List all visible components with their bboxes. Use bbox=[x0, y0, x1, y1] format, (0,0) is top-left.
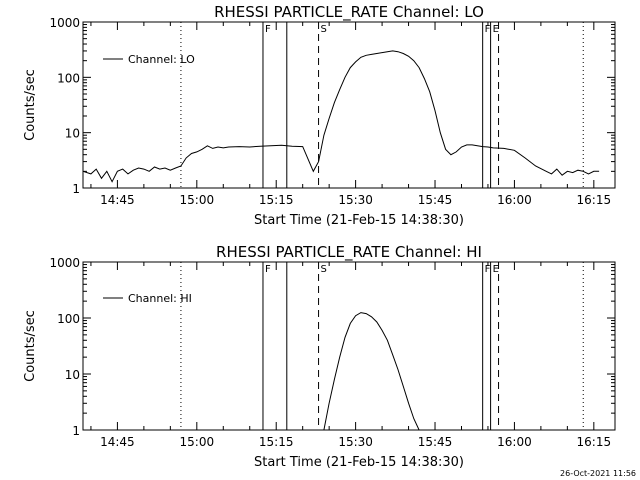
x-tick-label: 14:45 bbox=[100, 435, 135, 449]
event-marker-label: E bbox=[493, 24, 499, 35]
chart-title-2: RHESSI PARTICLE_RATE Channel: HI bbox=[216, 243, 482, 262]
event-marker-label: S bbox=[321, 264, 327, 275]
x-tick-label: 15:00 bbox=[180, 193, 215, 207]
plot-frame-2 bbox=[82, 261, 616, 431]
x-tick-label: 14:45 bbox=[100, 193, 135, 207]
event-marker-label: F bbox=[485, 264, 491, 275]
event-marker-label: E bbox=[493, 264, 499, 275]
x-tick-label: 15:45 bbox=[418, 435, 453, 449]
event-marker-label: F bbox=[265, 264, 271, 275]
series-line-2-1 bbox=[323, 312, 420, 431]
footer-timestamp: 26-Oct-2021 11:56 bbox=[560, 469, 636, 478]
y-tick-label: 100 bbox=[57, 71, 80, 85]
x-tick-label: 15:15 bbox=[259, 193, 294, 207]
x-tick-label: 15:30 bbox=[338, 193, 373, 207]
chart-title-1: RHESSI PARTICLE_RATE Channel: LO bbox=[214, 3, 484, 22]
y-tick-label: 1 bbox=[72, 182, 80, 196]
legend-label: Channel: LO bbox=[128, 53, 195, 66]
plot-frame-1 bbox=[82, 21, 616, 189]
x-axis-label: Start Time (21-Feb-15 14:38:30) bbox=[254, 455, 464, 470]
x-tick-label: 16:15 bbox=[577, 435, 612, 449]
x-tick-label: 16:00 bbox=[497, 193, 532, 207]
event-marker-label: F bbox=[485, 24, 491, 35]
y-tick-label: 1000 bbox=[49, 16, 80, 30]
x-tick-label: 15:45 bbox=[418, 193, 453, 207]
series-line-1-1 bbox=[82, 50, 600, 183]
y-tick-label: 1000 bbox=[49, 256, 80, 270]
y-tick-label: 1 bbox=[72, 424, 80, 438]
y-tick-label: 10 bbox=[65, 368, 80, 382]
x-axis-label: Start Time (21-Feb-15 14:38:30) bbox=[254, 213, 464, 228]
y-tick-label: 100 bbox=[57, 312, 80, 326]
event-marker-label: F bbox=[265, 24, 271, 35]
x-tick-label: 15:15 bbox=[259, 435, 294, 449]
x-tick-label: 16:15 bbox=[577, 193, 612, 207]
x-tick-label: 16:00 bbox=[497, 435, 532, 449]
y-axis-label: Counts/sec bbox=[23, 69, 38, 141]
x-tick-label: 15:30 bbox=[338, 435, 373, 449]
x-tick-label: 15:00 bbox=[180, 435, 215, 449]
y-tick-label: 10 bbox=[65, 127, 80, 141]
event-marker-label: S bbox=[321, 24, 327, 35]
legend-label: Channel: HI bbox=[128, 292, 192, 305]
y-axis-label: Counts/sec bbox=[23, 310, 38, 382]
